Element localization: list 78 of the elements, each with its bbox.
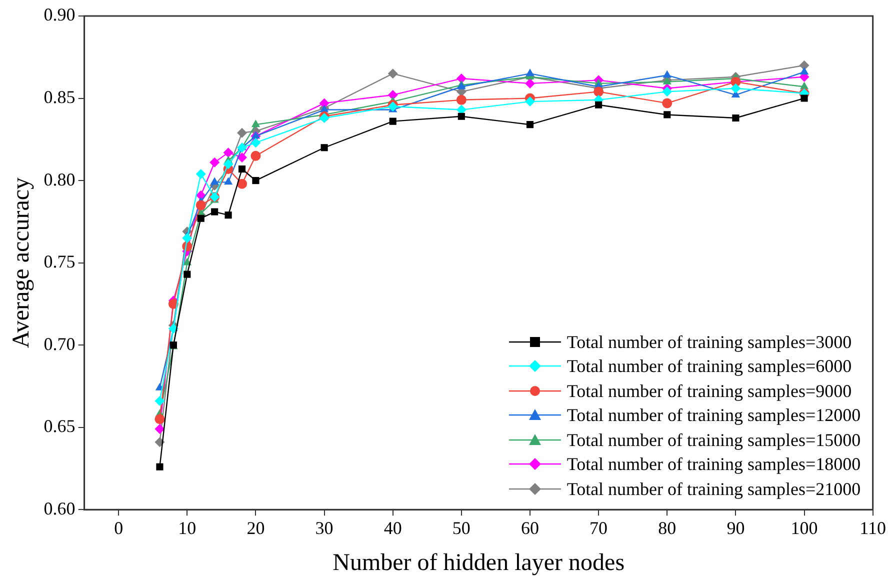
point — [526, 68, 534, 76]
point — [524, 78, 535, 88]
point — [237, 128, 248, 138]
point — [237, 152, 248, 162]
point — [526, 121, 534, 128]
point — [252, 177, 260, 184]
x-tick-label: 80 — [658, 518, 676, 538]
legend-label: Total number of training samples=15000 — [566, 428, 861, 452]
y-axis-title: Average accuracy — [8, 177, 35, 348]
legend-label: Total number of training samples=21000 — [566, 478, 861, 501]
point — [662, 98, 672, 108]
point — [223, 159, 234, 170]
point — [456, 94, 466, 105]
point — [799, 60, 810, 70]
point — [250, 138, 261, 148]
point — [388, 90, 398, 100]
point — [524, 96, 535, 107]
y-tick-label: 0.75 — [44, 252, 76, 272]
y-tick-label: 0.85 — [44, 87, 76, 107]
legend-label: Total number of training samples=18000 — [566, 453, 861, 476]
x-tick-label: 40 — [384, 518, 402, 538]
point — [196, 200, 206, 210]
point — [594, 86, 604, 97]
point — [168, 324, 178, 334]
y-tick-label: 0.90 — [44, 4, 76, 25]
x-tick-label: 10 — [178, 518, 196, 538]
x-tick-label: 70 — [590, 518, 608, 538]
point — [800, 94, 808, 102]
point — [223, 148, 234, 158]
x-tick-label: 100 — [790, 518, 818, 538]
point — [238, 165, 246, 173]
x-tick-label: 50 — [452, 518, 470, 538]
point — [224, 177, 233, 185]
x-tick-label: 30 — [315, 518, 334, 538]
point — [456, 74, 466, 84]
y-tick-label: 0.80 — [44, 169, 76, 190]
y-tick-label: 0.65 — [44, 416, 76, 436]
y-tick-label: 0.70 — [44, 334, 76, 354]
point — [251, 131, 260, 139]
point — [211, 208, 218, 216]
point — [319, 98, 330, 108]
x-tick-label: 0 — [114, 518, 124, 538]
point — [154, 424, 165, 434]
x-tick-label: 110 — [860, 518, 886, 538]
point — [730, 83, 741, 94]
point — [224, 212, 232, 219]
point — [197, 214, 204, 222]
legend-label: Total number of training samples=3000 — [566, 330, 852, 354]
x-tick-label: 20 — [246, 518, 265, 538]
point — [156, 463, 164, 470]
point — [662, 86, 672, 97]
point — [237, 178, 248, 189]
legend-label: Total number of training samples=12000 — [566, 404, 861, 428]
point — [664, 111, 671, 118]
point — [184, 270, 191, 278]
point — [237, 142, 248, 153]
point — [458, 112, 465, 120]
point — [800, 66, 809, 74]
point — [732, 114, 740, 122]
point — [154, 396, 165, 406]
point — [320, 144, 328, 152]
legend-label: Total number of training samples=6000 — [566, 355, 852, 378]
y-tick-label: 0.60 — [44, 498, 76, 518]
point — [251, 120, 260, 128]
point — [250, 150, 261, 161]
legend-label: Total number of training samples=9000 — [566, 380, 852, 403]
point — [389, 118, 396, 125]
point — [210, 157, 220, 168]
x-tick-label: 60 — [520, 518, 539, 538]
point — [388, 68, 398, 79]
point — [595, 101, 602, 108]
point — [196, 168, 206, 179]
x-axis-title: Number of hidden layer nodes — [332, 550, 625, 576]
point — [662, 70, 672, 78]
point — [182, 233, 192, 244]
point — [154, 414, 165, 424]
x-tick-label: 90 — [726, 518, 745, 538]
point — [210, 177, 219, 185]
